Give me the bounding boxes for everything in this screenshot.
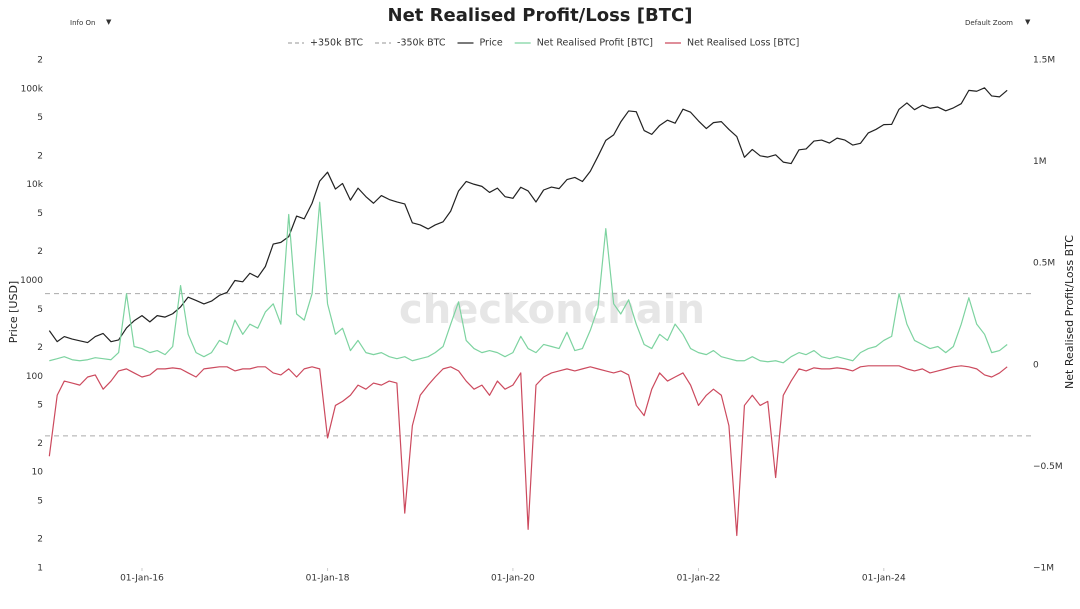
legend-label: Net Realised Loss [BTC]	[687, 38, 799, 49]
y2-tick-label: 1.5M	[1033, 56, 1055, 66]
y-tick-label: 2	[37, 343, 43, 353]
y-tick-label: 5	[37, 209, 43, 219]
chart-title: Net Realised Profit/Loss [BTC]	[388, 5, 693, 26]
legend-label: Net Realised Profit [BTC]	[537, 38, 653, 49]
x-tick-label: 01-Jan-22	[677, 574, 721, 584]
series-line	[48, 365, 1008, 537]
y-tick-label: 2	[37, 151, 43, 161]
y2-tick-label: 0	[1033, 360, 1039, 370]
series-line	[48, 87, 1008, 344]
y-tick-label: 2	[37, 56, 43, 66]
y-axis-title: Price [USD]	[7, 281, 20, 343]
y-tick-label: 10	[32, 468, 44, 478]
x-tick-label: 01-Jan-16	[120, 574, 164, 584]
y-tick-label: 2	[37, 247, 43, 257]
y-tick-label: 100k	[21, 84, 44, 94]
y-tick-label: 100	[26, 372, 43, 382]
x-tick-label: 01-Jan-24	[862, 574, 906, 584]
y-tick-label: 1	[37, 564, 43, 574]
y-tick-label: 2	[37, 535, 43, 545]
y2-axis-title: Net Realised Profit/Loss BTC	[1063, 235, 1076, 389]
y-tick-label: 2	[37, 439, 43, 449]
y2-tick-label: −1M	[1033, 564, 1054, 574]
info-dropdown-arrow[interactable]: ▼	[106, 18, 112, 26]
y-tick-label: 5	[37, 497, 43, 507]
y-tick-label: 10k	[26, 180, 43, 190]
legend-label: Price	[480, 38, 503, 49]
legend-label: -350k BTC	[397, 38, 446, 49]
x-tick-label: 01-Jan-18	[306, 574, 350, 584]
x-tick-label: 01-Jan-20	[491, 574, 535, 584]
series-line	[49, 201, 1008, 364]
y-tick-label: 1000	[20, 276, 43, 286]
zoom-selector[interactable]: Default Zoom	[965, 19, 1013, 27]
y2-tick-label: 1M	[1033, 157, 1047, 167]
y-tick-label: 5	[37, 113, 43, 123]
y2-tick-label: −0.5M	[1033, 462, 1063, 472]
zoom-dropdown-arrow[interactable]: ▼	[1025, 18, 1031, 26]
y-tick-label: 5	[37, 401, 43, 411]
y-tick-label: 5	[37, 305, 43, 315]
legend-label: +350k BTC	[310, 38, 363, 49]
info-toggle[interactable]: Info On	[70, 19, 95, 27]
y2-tick-label: 0.5M	[1033, 259, 1055, 269]
